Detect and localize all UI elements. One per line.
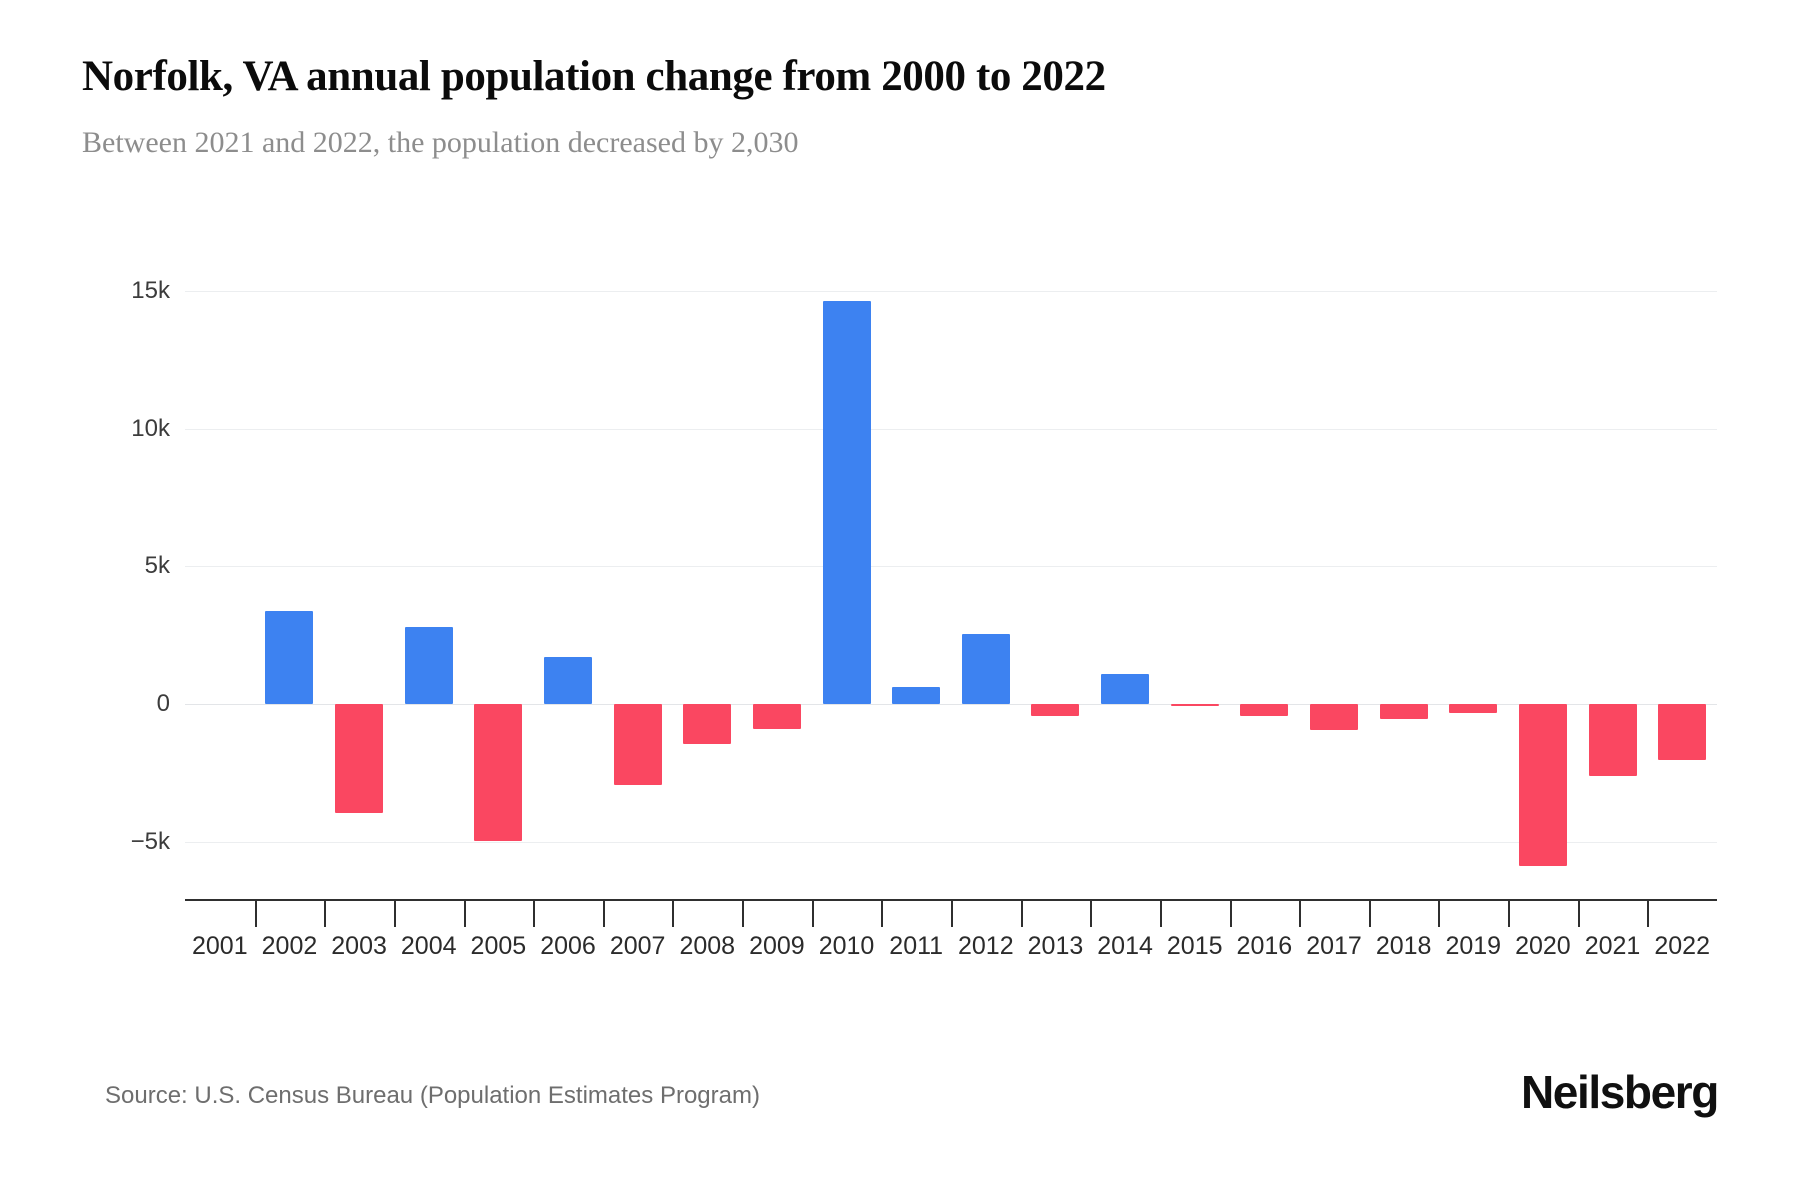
bar-2008[interactable] <box>683 704 732 744</box>
x-axis-label-2005: 2005 <box>470 932 527 960</box>
x-axis-tick <box>1438 901 1441 927</box>
x-axis-tick <box>1299 901 1302 927</box>
x-axis-label-2013: 2013 <box>1027 932 1084 960</box>
x-axis-tick <box>1577 901 1580 927</box>
x-axis-tick <box>1368 901 1371 927</box>
page-title: Norfolk, VA annual population change fro… <box>82 53 1106 100</box>
bar-2014[interactable] <box>1101 673 1150 704</box>
x-axis-label-2010: 2010 <box>818 932 875 960</box>
x-axis-label-2019: 2019 <box>1445 932 1502 960</box>
bar-2007[interactable] <box>613 704 662 786</box>
x-axis-label-2001: 2001 <box>192 932 248 960</box>
gridline <box>185 428 1717 430</box>
x-axis-label-2009: 2009 <box>749 932 805 960</box>
y-axis-label: 0 <box>156 690 170 717</box>
x-axis-tick <box>324 901 327 927</box>
page-subtitle: Between 2021 and 2022, the population de… <box>82 126 799 159</box>
x-axis-tick <box>1647 901 1650 927</box>
bar-2018[interactable] <box>1379 704 1428 720</box>
source-note: Source: U.S. Census Bureau (Population E… <box>105 1082 760 1109</box>
x-axis-label-2012: 2012 <box>958 932 1014 960</box>
x-axis-label-2022: 2022 <box>1654 932 1710 960</box>
y-axis-label: 15k <box>131 277 170 304</box>
x-axis-tick <box>951 901 953 927</box>
x-axis-label-2015: 2015 <box>1166 932 1223 960</box>
bar-2006[interactable] <box>544 657 592 704</box>
x-axis-tick <box>602 901 605 927</box>
x-axis-tick <box>533 901 536 927</box>
gridline <box>185 841 1717 843</box>
y-axis-label: −5k <box>130 827 170 855</box>
x-axis-tick <box>1159 901 1162 927</box>
x-axis-line <box>185 899 1717 901</box>
x-axis-label-2014: 2014 <box>1097 932 1153 960</box>
brand-logo: Neilsberg <box>1520 1066 1719 1118</box>
x-axis-tick <box>1090 901 1093 927</box>
x-axis-tick <box>1020 901 1023 927</box>
x-axis-label-2017: 2017 <box>1306 932 1362 960</box>
x-axis-label-2011: 2011 <box>889 932 944 960</box>
x-axis-label-2020: 2020 <box>1515 932 1571 960</box>
x-axis-tick <box>254 901 257 927</box>
x-axis-tick <box>881 901 884 927</box>
bar-2005[interactable] <box>474 704 523 842</box>
bar-2012[interactable] <box>961 634 1010 704</box>
gridline <box>185 566 1717 568</box>
bar-2022[interactable] <box>1658 704 1707 760</box>
bar-2011[interactable] <box>892 687 941 704</box>
bar-2013[interactable] <box>1031 704 1080 717</box>
bar-2016[interactable] <box>1240 704 1289 716</box>
x-axis-tick <box>742 901 745 927</box>
x-axis-label-2021: 2021 <box>1584 932 1641 960</box>
x-axis-label-2007: 2007 <box>609 932 666 960</box>
x-axis-label-2018: 2018 <box>1375 932 1432 960</box>
x-axis-tick <box>811 901 814 927</box>
plot-area: −5k 0 5k 10k 15k <box>131 230 1730 920</box>
bar-series <box>185 230 1717 920</box>
bar-2017[interactable] <box>1310 704 1358 731</box>
zero-line <box>185 704 1717 705</box>
x-axis-label-2002: 2002 <box>261 932 318 960</box>
bar-2004[interactable] <box>404 627 453 704</box>
x-axis-label-2004: 2004 <box>400 932 457 960</box>
x-axis-tick <box>1508 901 1511 927</box>
x-axis-tick <box>672 901 675 927</box>
gridline <box>185 291 1717 292</box>
bar-2009[interactable] <box>752 704 801 729</box>
y-axis-label: 10k <box>131 414 170 442</box>
x-axis-tick <box>393 901 396 927</box>
x-axis-label-2008: 2008 <box>679 932 736 960</box>
bar-2002[interactable] <box>265 610 314 704</box>
bar-2020[interactable] <box>1518 704 1567 867</box>
x-axis-tick <box>1229 901 1232 927</box>
x-axis-label-2016: 2016 <box>1236 932 1293 960</box>
x-axis-label-2006: 2006 <box>540 932 596 960</box>
bar-2019[interactable] <box>1449 704 1498 714</box>
y-axis-label: 5k <box>144 552 170 580</box>
bar-2015[interactable] <box>1170 704 1219 706</box>
bar-2003[interactable] <box>335 704 384 813</box>
bar-2021[interactable] <box>1588 704 1637 777</box>
x-axis-label-2003: 2003 <box>331 932 387 960</box>
x-axis-tick <box>463 901 466 927</box>
bar-2010[interactable] <box>822 300 871 704</box>
